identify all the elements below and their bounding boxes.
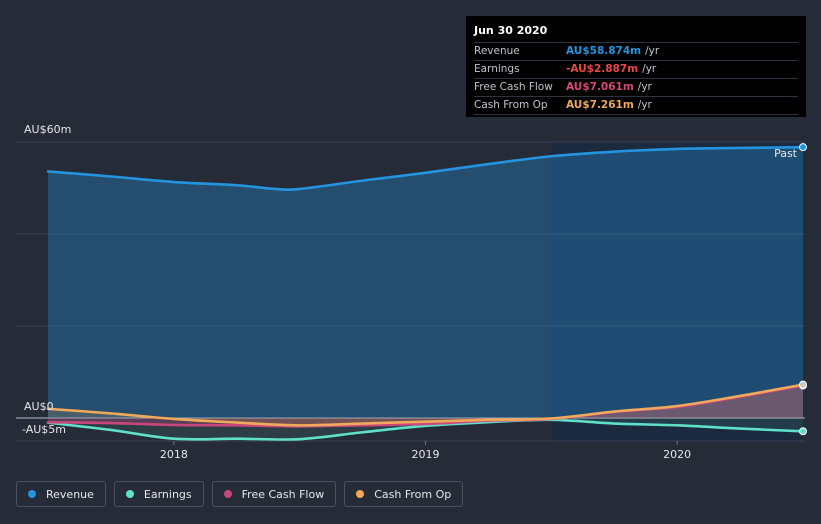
series-lines bbox=[46, 145, 805, 441]
tooltip-label: Free Cash Flow bbox=[474, 81, 553, 93]
legend-dot-icon bbox=[28, 490, 36, 498]
legend: Revenue Earnings Free Cash Flow Cash Fro… bbox=[16, 481, 464, 507]
tooltip-row-cash-from-op: Cash From Op AU$7.261m /yr bbox=[474, 96, 798, 115]
legend-item-earnings[interactable]: Earnings bbox=[113, 481, 204, 507]
tooltip-date: Jun 30 2020 bbox=[474, 24, 548, 37]
y-axis-label-zero: AU$0 bbox=[24, 400, 54, 413]
legend-label: Earnings bbox=[143, 487, 192, 501]
earnings-line bbox=[46, 418, 805, 441]
tooltip-value: AU$7.061m bbox=[566, 81, 634, 93]
revenue-end-marker bbox=[799, 143, 807, 152]
x-tick-label: 2018 bbox=[160, 448, 188, 461]
x-tick-label: 2019 bbox=[412, 448, 440, 461]
cash-from-op-end-marker bbox=[799, 380, 807, 389]
tooltip-unit: /yr bbox=[637, 81, 652, 93]
revenue-line bbox=[46, 145, 805, 191]
x-tick-label: 2020 bbox=[663, 448, 691, 461]
series-areas bbox=[48, 147, 803, 440]
earnings-end-marker bbox=[799, 427, 807, 436]
end-markers bbox=[799, 143, 807, 436]
y-axis-label-bottom: -AU$5m bbox=[22, 423, 66, 436]
legend-dot-icon bbox=[125, 490, 134, 498]
gridlines bbox=[16, 141, 805, 442]
cash-from-op-area bbox=[48, 384, 803, 426]
legend-label: Revenue bbox=[46, 487, 94, 501]
tooltip-value: AU$58.874m bbox=[566, 45, 642, 57]
legend-dot-icon bbox=[223, 490, 232, 498]
tooltip-row-revenue: Revenue AU$58.874m /yr bbox=[474, 42, 798, 60]
tooltip-unit: /yr bbox=[642, 63, 657, 75]
tooltip-value: -AU$2.887m bbox=[566, 63, 639, 75]
legend-label: Free Cash Flow bbox=[241, 487, 325, 501]
tooltip-unit: /yr bbox=[645, 45, 660, 57]
data-tooltip: Jun 30 2020 Revenue AU$58.874m /yr Earni… bbox=[466, 16, 806, 117]
tooltip-label: Earnings bbox=[474, 63, 520, 75]
tooltip-label: Cash From Op bbox=[474, 99, 548, 111]
revenue-area bbox=[48, 147, 803, 418]
tooltip-unit: /yr bbox=[637, 99, 652, 111]
legend-item-cash-from-op[interactable]: Cash From Op bbox=[344, 481, 464, 507]
tooltip-value: AU$7.261m bbox=[566, 99, 634, 111]
legend-item-revenue[interactable]: Revenue bbox=[16, 481, 106, 507]
legend-item-free-cash-flow[interactable]: Free Cash Flow bbox=[211, 481, 337, 507]
y-axis-label-top: AU$60m bbox=[24, 123, 71, 136]
free-cash-flow-area bbox=[48, 385, 803, 427]
x-axis-ticks: 2018 2019 2020 bbox=[160, 441, 691, 461]
legend-dot-icon bbox=[356, 490, 365, 498]
past-label: Past bbox=[774, 147, 798, 160]
tooltip-label: Revenue bbox=[474, 45, 520, 57]
tooltip-row-earnings: Earnings -AU$2.887m /yr bbox=[474, 60, 798, 78]
tooltip-row-free-cash-flow: Free Cash Flow AU$7.061m /yr bbox=[474, 78, 798, 96]
cash-from-op-line bbox=[46, 383, 805, 427]
legend-label: Cash From Op bbox=[374, 487, 452, 501]
